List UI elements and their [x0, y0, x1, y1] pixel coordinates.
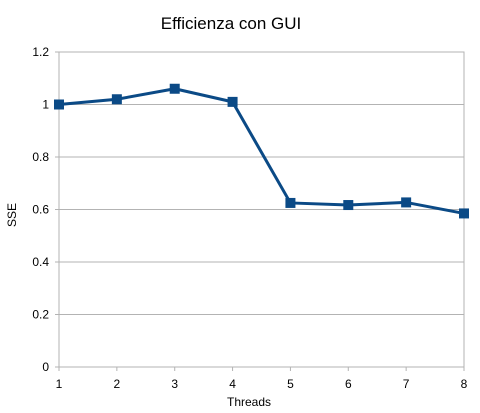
- y-tick-label: 1: [42, 98, 49, 112]
- chart-title: Efficienza con GUI: [161, 14, 301, 33]
- y-tick-label: 0.2: [32, 308, 49, 322]
- series-group: [54, 83, 469, 219]
- y-tick-label: 0.4: [32, 255, 49, 269]
- data-point: [459, 208, 469, 219]
- x-tick-label: 3: [171, 377, 178, 391]
- x-tick-label: 4: [229, 377, 236, 391]
- data-point: [54, 99, 64, 110]
- x-tick-label: 5: [287, 377, 294, 391]
- x-tick-label: 2: [114, 377, 121, 391]
- x-tick-label: 8: [461, 377, 468, 391]
- y-tick-label: 0.8: [32, 150, 49, 164]
- y-tick-label: 1.2: [32, 45, 49, 59]
- x-tick-label: 7: [403, 377, 410, 391]
- x-axis-ticks: 1 2 3 4 5 6 7 8: [56, 367, 468, 391]
- data-point: [401, 197, 412, 208]
- series-line: [58, 87, 465, 215]
- data-point: [169, 83, 180, 94]
- x-axis-label: Threads: [227, 395, 271, 409]
- y-tick-label: 0.6: [32, 203, 49, 217]
- data-point: [343, 200, 354, 211]
- data-point: [227, 96, 238, 107]
- y-axis-ticks: 0 0.2 0.4 0.6 0.8 1 1.2: [32, 45, 59, 374]
- data-point: [285, 197, 296, 208]
- data-point: [111, 94, 122, 105]
- x-tick-label: 6: [345, 377, 352, 391]
- y-tick-label: 0: [42, 360, 49, 374]
- x-tick-label: 1: [56, 377, 63, 391]
- y-axis-label: SSE: [5, 203, 19, 227]
